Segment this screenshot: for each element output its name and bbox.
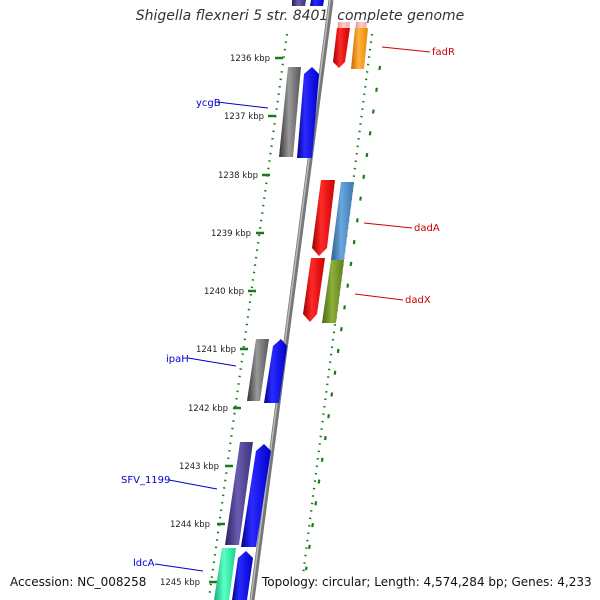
- tick-label: 1245 kbp: [160, 578, 200, 588]
- label-leader-line: [354, 293, 404, 301]
- cds-block-olive: [322, 260, 344, 323]
- tick-label: 1240 kbp: [204, 287, 244, 297]
- genome-map-title: Shigella flexneri 5 str. 8401, complete …: [135, 8, 465, 24]
- gene-arrow-blue: [297, 67, 319, 158]
- gene-arrow-blue: [232, 551, 253, 600]
- gene-label-fadR[interactable]: fadR: [432, 47, 455, 58]
- gene-arrow-red: [333, 28, 350, 68]
- label-leader-line: [363, 222, 413, 229]
- gene-label-dadX[interactable]: dadX: [405, 295, 431, 306]
- genome-summary-footer: Topology: circular; Length: 4,574,284 bp…: [262, 575, 592, 589]
- label-leader-line: [216, 101, 269, 109]
- gene-label-SFV_1199[interactable]: SFV_1199: [121, 475, 170, 486]
- gene-arrow-red: [312, 180, 335, 256]
- right-track-guide-dash: [304, 65, 382, 571]
- label-leader-line: [154, 563, 204, 572]
- cds-block-teal: [214, 548, 236, 600]
- gene-label-ipaH[interactable]: ipaH: [166, 354, 189, 365]
- right-track-guide: [301, 33, 374, 576]
- gene-arrow-red: [303, 258, 325, 322]
- genome-backbone: [249, 0, 334, 600]
- gene-arrow-blue: [264, 339, 287, 403]
- tick-label: 1238 kbp: [218, 171, 258, 181]
- cds-block-purple: [225, 442, 253, 545]
- gene-block-blue: [310, 0, 324, 6]
- tick-label: 1243 kbp: [179, 462, 219, 472]
- cds-block-purple: [292, 0, 306, 6]
- cds-block-steelblue: [331, 182, 354, 260]
- gene-label-dadA[interactable]: dadA: [414, 223, 440, 234]
- scale-ticks: [209, 56, 283, 584]
- tick-label: 1239 kbp: [211, 229, 251, 239]
- label-leader-line: [187, 357, 237, 367]
- gene-label-ldcA[interactable]: ldcA: [133, 558, 155, 569]
- accession-footer: Accession: NC_008258: [10, 575, 147, 589]
- tick-label: 1244 kbp: [170, 520, 210, 530]
- cds-block-orange: [351, 28, 368, 69]
- label-leader-line: [381, 46, 431, 53]
- label-leader-line: [168, 479, 218, 490]
- cds-block-gray: [247, 339, 269, 401]
- cds-block-gray: [279, 67, 301, 157]
- genome-backbone-highlight: [250, 0, 331, 600]
- gene-label-ycgB[interactable]: ycgB: [196, 98, 221, 109]
- tick-label: 1237 kbp: [224, 112, 264, 122]
- tick-label: 1242 kbp: [188, 404, 228, 414]
- gene-arrow-blue: [241, 444, 271, 547]
- tick-label: 1241 kbp: [196, 345, 236, 355]
- tick-label: 1236 kbp: [230, 54, 270, 64]
